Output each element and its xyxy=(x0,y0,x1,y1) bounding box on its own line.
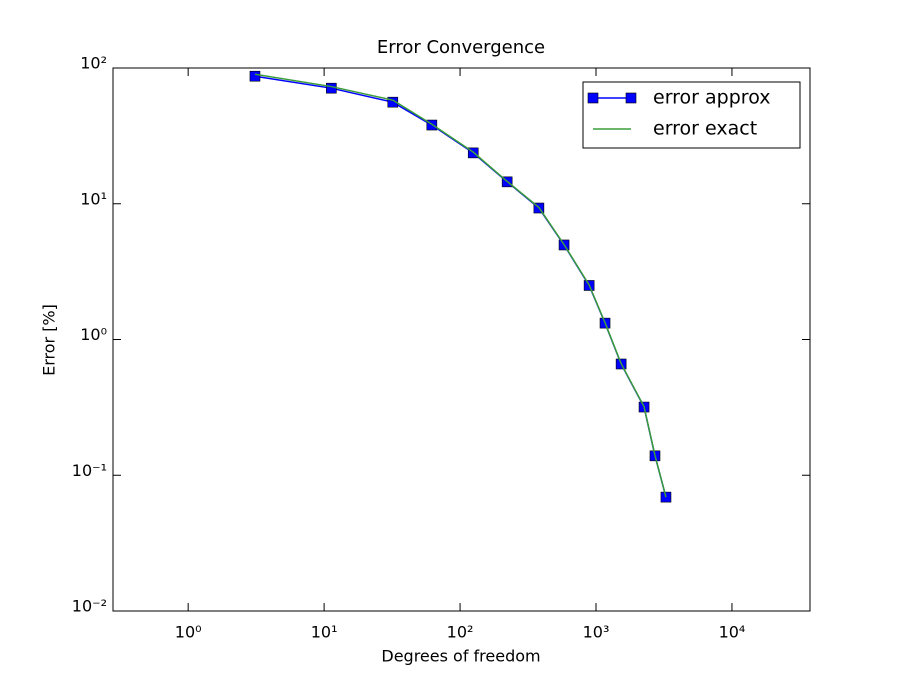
legend-box xyxy=(582,81,801,149)
x-tick-label: 10⁴ xyxy=(719,623,746,642)
y-tick-label: 10² xyxy=(80,54,107,73)
x-tick-label: 10³ xyxy=(583,623,610,642)
legend-marker xyxy=(625,92,637,104)
y-tick-label: 10⁻² xyxy=(72,597,107,616)
x-axis-label: Degrees of freedom xyxy=(381,647,540,666)
series-line xyxy=(254,73,667,498)
chart-title: Error Convergence xyxy=(377,37,545,58)
x-tick-label: 10¹ xyxy=(311,623,338,642)
legend-label: error approx xyxy=(653,87,770,109)
data-point xyxy=(249,70,261,82)
y-axis-label: Error [%] xyxy=(40,304,59,376)
data-point xyxy=(387,96,399,108)
y-tick-label: 10⁰ xyxy=(80,325,107,344)
data-point xyxy=(326,82,337,94)
x-tick-label: 10⁰ xyxy=(175,623,202,642)
y-tick-label: 10¹ xyxy=(80,189,107,208)
y-tick-label: 10⁻¹ xyxy=(72,461,107,480)
legend-label: error exact xyxy=(653,118,757,140)
legend-marker xyxy=(587,92,599,104)
x-tick-label: 10² xyxy=(447,623,474,642)
